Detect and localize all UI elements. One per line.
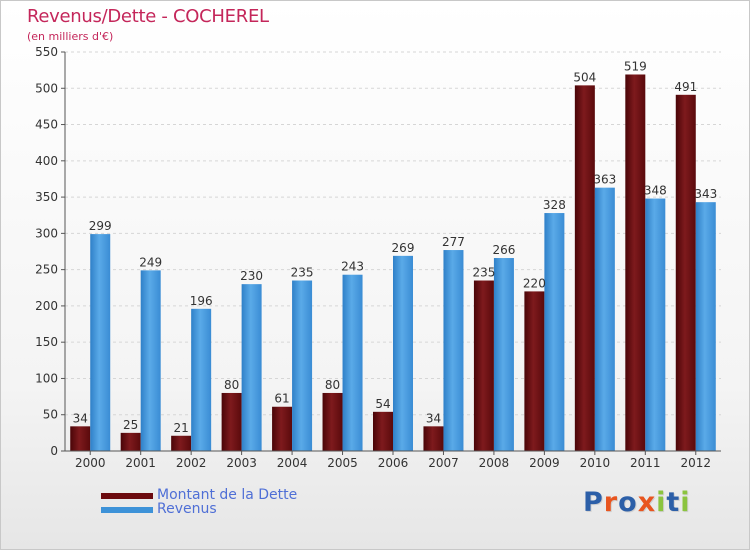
data-label: 491 [674,80,697,94]
bar-revenus [695,202,716,451]
data-label: 299 [89,219,112,233]
logo-letter: o [618,487,638,518]
data-label: 328 [543,198,566,212]
legend-label-revenus: Revenus [157,501,217,517]
bar-dette [675,94,696,451]
data-label: 220 [523,276,546,290]
data-label: 519 [624,59,647,73]
data-label: 21 [174,421,189,435]
bar-dette [574,85,595,451]
bar-dette [423,426,444,451]
data-label: 243 [341,260,364,274]
y-tick-label: 500 [35,81,58,95]
data-label: 54 [375,397,390,411]
y-tick-label: 450 [35,118,58,132]
data-label: 504 [573,70,596,84]
bar-dette [171,435,192,451]
bar-revenus [393,255,413,451]
data-label: 269 [392,241,415,255]
logo-letter: t [666,487,681,518]
logo-letter: i [656,487,667,518]
x-tick-label: 2011 [630,456,661,470]
bar-revenus [645,198,666,451]
bar-revenus [241,284,262,451]
logo-letter: P [583,487,604,518]
y-tick-label: 350 [35,190,58,204]
y-tick-label: 0 [50,444,58,458]
data-label: 61 [274,392,289,406]
data-label: 80 [325,378,340,392]
bar-revenus [191,308,212,451]
data-label: 196 [190,294,213,308]
bar-revenus [342,274,363,451]
bars [70,74,716,452]
data-label: 230 [240,269,263,283]
x-tick-label: 2009 [529,456,560,470]
bar-revenus [292,280,313,451]
data-labels: 34 299 25 249 21 196 80 230 61 235 80 243 54 269 34 277… [73,59,718,434]
y-tick-label: 400 [35,154,58,168]
bar-revenus [493,258,514,451]
legend-swatch-dette [101,493,153,499]
x-tick-label: 2005 [327,456,358,470]
data-label: 25 [123,418,138,432]
data-label: 34 [426,411,441,425]
logo-letter: x [637,487,657,518]
x-tick-label: 2001 [125,456,156,470]
bar-dette [120,432,141,451]
x-tick-label: 2002 [176,456,207,470]
x-tick-label: 2003 [226,456,257,470]
logo-letter: i [680,487,691,518]
data-label: 277 [442,235,465,249]
data-label: 343 [694,187,717,201]
bar-dette [322,392,343,451]
logo-letter: r [603,487,619,518]
y-tick-label: 550 [35,45,58,59]
data-label: 266 [492,243,515,257]
x-tick-label: 2006 [378,456,409,470]
bar-dette [625,74,646,452]
x-tick-label: 2012 [680,456,711,470]
bar-revenus [140,270,161,451]
y-tick-label: 150 [35,335,58,349]
data-label: 363 [593,173,616,187]
y-tick-label: 200 [35,299,58,313]
y-tick-label: 50 [43,408,58,422]
y-tick-label: 300 [35,226,58,240]
chart-title: Revenus/Dette - COCHEREL [27,6,269,27]
bar-dette [272,406,293,451]
x-tick-label: 2010 [580,456,611,470]
proxiti-logo: Proxiti [583,487,691,518]
data-label: 235 [472,266,495,280]
bar-dette [70,426,91,451]
bar-revenus [594,187,615,451]
bar-dette [473,280,494,451]
data-label: 235 [291,266,314,280]
chart-subtitle: (en milliers d'€) [27,30,114,43]
data-label: 249 [139,255,162,269]
bar-dette [221,392,242,451]
bar-dette [373,411,393,451]
x-tick-label: 2000 [75,456,106,470]
legend-label-dette: Montant de la Dette [157,487,298,503]
bar-dette [524,291,545,451]
y-tick-label: 100 [35,371,58,385]
legend-swatch-revenus [101,507,153,513]
data-label: 348 [644,184,667,198]
data-label: 80 [224,378,239,392]
y-tick-label: 250 [35,263,58,277]
x-tick-label: 2007 [428,456,459,470]
data-label: 34 [73,411,88,425]
x-tick-label: 2004 [277,456,308,470]
x-tick-label: 2008 [479,456,510,470]
bar-revenus [90,234,111,451]
bar-revenus [443,250,464,451]
bar-revenus [544,213,565,451]
axes: 0 50 100 150 200 250 300 350 400 450 500 550 2000 200… [35,45,721,470]
